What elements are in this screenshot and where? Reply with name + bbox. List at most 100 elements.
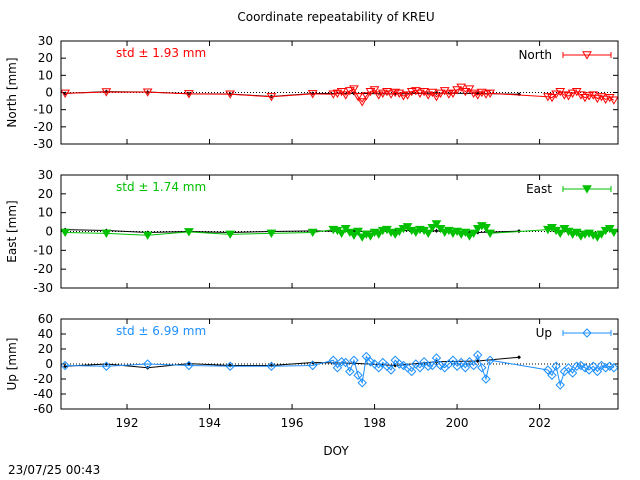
panel-3-data-point-62 bbox=[609, 363, 618, 373]
panel-1-data-point-40 bbox=[464, 85, 475, 94]
panel-2-data-point-42 bbox=[472, 224, 483, 234]
panel-3-data-point-58 bbox=[592, 366, 603, 377]
panel-3-data-point-42 bbox=[473, 350, 483, 360]
panel-1-data-point-48 bbox=[551, 90, 561, 99]
panel-3-data-point-6 bbox=[307, 360, 318, 371]
panel-2-data-point-32 bbox=[431, 220, 442, 229]
panel-3-reference-point-11 bbox=[516, 355, 521, 360]
panel-1-legend-label: North bbox=[518, 48, 552, 62]
panel-3-data-point-24 bbox=[398, 360, 409, 371]
panel-2-data-point-16 bbox=[365, 232, 376, 241]
panel-2-data-point-44 bbox=[481, 224, 491, 233]
panel-1-data-point-51 bbox=[563, 92, 574, 101]
panel-1-data-point-16 bbox=[365, 87, 376, 97]
panel-1-data-point-39 bbox=[460, 87, 471, 97]
panel-1-data-point-62 bbox=[608, 96, 618, 105]
panel-2-legend-marker bbox=[582, 185, 592, 194]
panel-2-data-point-0 bbox=[61, 228, 71, 238]
panel-2-data-point-12 bbox=[349, 231, 359, 240]
panel-3-data-point-31 bbox=[427, 360, 438, 371]
panel-3-data-point-38 bbox=[456, 357, 466, 368]
panel-3-data-point-47 bbox=[547, 370, 557, 380]
panel-1-data-point-17 bbox=[369, 86, 380, 95]
panel-3-frame bbox=[60, 318, 619, 410]
panel-3-data-point-0 bbox=[61, 360, 70, 371]
panel-2-data-point-31 bbox=[427, 224, 438, 233]
panel-3-data-point-15 bbox=[361, 351, 372, 362]
panel-3-data-point-41 bbox=[468, 360, 479, 371]
panel-3-y-axis-label: Up [mm] bbox=[5, 338, 19, 391]
x-tick-label-0: 192 bbox=[116, 416, 139, 430]
panel-3-data-point-8 bbox=[332, 363, 343, 373]
panel-3-ytick-label-2: 20 bbox=[38, 342, 53, 356]
panel-3-data-point-46 bbox=[543, 365, 553, 375]
panel-3-data-point-3 bbox=[184, 360, 194, 371]
panel-1-data-point-10 bbox=[340, 91, 351, 100]
panel-3-data-point-44 bbox=[481, 374, 491, 384]
panel-1-data-point-13 bbox=[353, 93, 363, 102]
panel-2-ytick-label-3: 0 bbox=[45, 225, 53, 239]
panel-3-reference-point-10 bbox=[475, 359, 480, 363]
x-tick-label-5: 202 bbox=[528, 416, 551, 430]
panel-1-data-point-42 bbox=[472, 91, 483, 100]
panel-2-data-point-27 bbox=[410, 228, 421, 238]
panel-3-data-point-11 bbox=[345, 366, 355, 377]
x-tick-label-3: 198 bbox=[363, 416, 386, 430]
panel-1-data-point-31 bbox=[427, 88, 438, 98]
panel-1-data-point-19 bbox=[377, 89, 388, 98]
panel-1-data-point-52 bbox=[567, 89, 578, 98]
timestamp: 23/07/25 00:43 bbox=[8, 463, 100, 477]
panel-3-data-point-54 bbox=[576, 360, 586, 371]
panel-1-ytick-label-0: 30 bbox=[38, 34, 53, 48]
panel-3-data-point-5 bbox=[266, 361, 277, 371]
panel-3-data-point-16 bbox=[365, 357, 376, 367]
panel-3-data-point-32 bbox=[431, 353, 442, 363]
panel-1-plot bbox=[61, 83, 618, 107]
panel-3-legend-label: Up bbox=[536, 326, 552, 340]
panel-2-ytick-label-4: -10 bbox=[33, 243, 53, 257]
panel-2-frame bbox=[60, 174, 619, 289]
panel-3-data-point-60 bbox=[600, 363, 611, 373]
panel-3-ytick-label-5: -40 bbox=[33, 387, 53, 401]
panel-2-data-point-9 bbox=[336, 229, 347, 238]
panel-1-data-point-15 bbox=[361, 92, 372, 101]
panel-1-data-point-45 bbox=[485, 89, 495, 98]
panel-1-ytick-label-3: 0 bbox=[45, 86, 53, 100]
panel-2-plot bbox=[61, 220, 618, 242]
chart-title: Coordinate repeatability of KREU bbox=[237, 10, 434, 24]
panel-3-data-point-4 bbox=[225, 361, 235, 371]
panel-2-legend-label: East bbox=[526, 182, 552, 196]
panel-3-ytick-label-1: 40 bbox=[38, 327, 53, 341]
panel-1-data-point-44 bbox=[481, 90, 491, 99]
panel-1-data-point-47 bbox=[547, 93, 557, 103]
panel-2-reference-point-9 bbox=[434, 228, 439, 233]
panel-3-data-point-1 bbox=[101, 361, 112, 371]
panel-3-data-point-39 bbox=[460, 363, 471, 373]
panel-2-data-point-1 bbox=[101, 229, 112, 238]
panel-1-data-point-54 bbox=[575, 91, 586, 100]
panel-2-data-point-49 bbox=[555, 229, 566, 238]
panel-3-data-point-59 bbox=[596, 360, 607, 371]
panel-3-data-point-53 bbox=[572, 361, 582, 371]
panel-2-data-point-40 bbox=[464, 232, 475, 241]
panel-1-data-point-36 bbox=[448, 89, 458, 98]
panel-1-data-point-43 bbox=[476, 88, 487, 98]
panel-1-data-point-28 bbox=[415, 89, 425, 98]
panel-1-data-point-61 bbox=[604, 93, 615, 103]
panel-1-data-point-7 bbox=[328, 90, 339, 99]
panel-3-ytick-label-0: 60 bbox=[38, 312, 53, 326]
panel-3-data-point-28 bbox=[415, 363, 425, 373]
panel-2-data-point-22 bbox=[390, 230, 401, 239]
panel-1-ytick-label-1: 20 bbox=[38, 51, 53, 65]
panel-3-data-point-43 bbox=[477, 363, 487, 373]
panel-1-frame bbox=[60, 40, 619, 145]
panel-2-data-point-5 bbox=[266, 229, 277, 238]
panel-1: 30 20 10 0 -10 -20 -30 North [mm] std ± 1.93 mm N… bbox=[5, 34, 619, 151]
panel-3-data-point-45 bbox=[485, 355, 495, 365]
panel-1-data-point-26 bbox=[406, 87, 417, 97]
panel-3-reference-line bbox=[65, 356, 520, 369]
panel-1-data-point-41 bbox=[468, 89, 479, 98]
panel-1-data-point-2 bbox=[142, 88, 153, 97]
